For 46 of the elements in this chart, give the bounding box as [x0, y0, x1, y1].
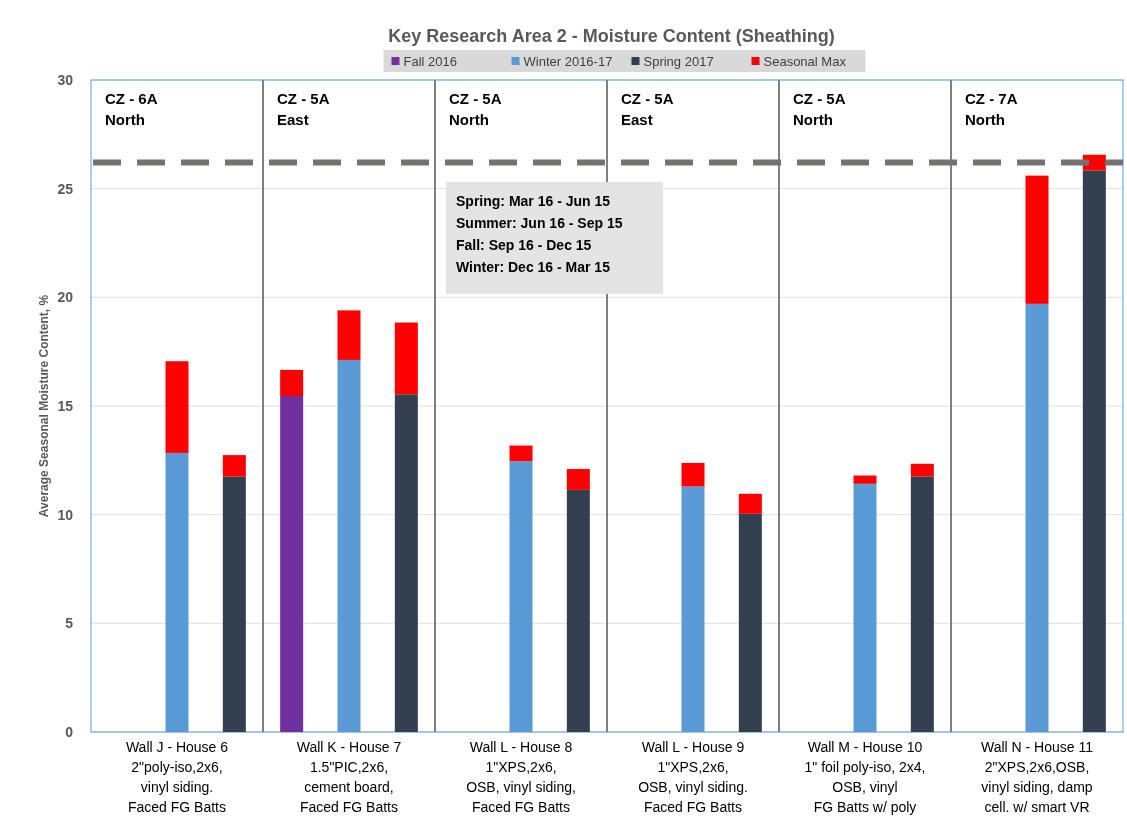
annotation: CZ - 5A East [621, 90, 674, 128]
y-tick-label: 15 [57, 398, 74, 414]
bar [509, 445, 533, 462]
bar [910, 463, 934, 477]
y-axis-title: Average Seasonal Moisture Content, % [37, 294, 51, 518]
bar [853, 475, 877, 484]
bar [337, 310, 361, 360]
y-tick-label: 20 [57, 289, 74, 306]
legend-label: Winter 2016-17 [523, 54, 613, 69]
annotation: CZ - 7A North [965, 90, 1018, 128]
y-tick-label: 25 [57, 180, 74, 197]
annotation: CZ - 5A East [277, 90, 330, 128]
bar [1025, 175, 1049, 304]
note-box: Spring: Mar 16 - Jun 15 Summer: Jun 16 - Sep 15 Fall: Sep 16 - Dec 15 Winter: Dec 16 - Mar 15 [446, 182, 663, 294]
bar [738, 493, 762, 514]
bar [222, 455, 246, 477]
bar [681, 462, 705, 487]
chart-title: Key Research Area 2 - Moisture Content (Sheathing) [388, 26, 835, 46]
bar [394, 322, 418, 395]
annotation: CZ - 5A North [793, 90, 846, 128]
y-tick-label: 30 [57, 72, 74, 88]
y-tick-label: 0 [65, 724, 74, 740]
x-tick-label: Wall J - House 6 2"poly-iso,2x6, vinyl siding. Faced FG Batts [125, 739, 229, 815]
bar [394, 394, 418, 732]
bar [280, 396, 304, 732]
bar [910, 476, 934, 732]
bar [1082, 170, 1106, 732]
bar [566, 489, 590, 732]
x-tick-label: Wall N - House 11 2"XPS,2x6,OSB, vinyl siding, damp cell. w/ smart VR [980, 739, 1094, 815]
bar [738, 513, 762, 732]
bar [280, 369, 304, 396]
legend-label: Fall 2016 [403, 54, 457, 69]
x-tick-label: Wall K - House 7 1.5"PIC,2x6, cement board, Faced FG Batts [296, 739, 402, 815]
y-tick-label: 10 [57, 506, 74, 523]
x-tick-label: Wall M - House 10 1" foil poly-iso, 2x4, OSB, vinyl FG Batts w/ poly [804, 739, 926, 815]
x-tick-label: Wall L - House 8 1"XPS,2x6, OSB, vinyl siding, Faced FG Batts [466, 739, 576, 815]
annotation: CZ - 6A North [105, 90, 158, 128]
y-tick-label: 5 [65, 615, 74, 632]
bar [165, 361, 189, 453]
bar [566, 469, 590, 490]
bar [222, 476, 246, 732]
annotation: Spring: Mar 16 - Jun 15 Summer: Jun 16 - Sep 15 Fall: Sep 16 - Dec 15 Winter: Dec 16 - Mar 15 [456, 193, 623, 275]
annotation: CZ - 5A North [449, 90, 502, 128]
legend-label: Seasonal Max [763, 54, 847, 69]
legend-label: Spring 2017 [643, 54, 714, 69]
x-tick-label: Wall L - House 9 1"XPS,2x6, OSB, vinyl siding. Faced FG Batts [638, 739, 748, 815]
